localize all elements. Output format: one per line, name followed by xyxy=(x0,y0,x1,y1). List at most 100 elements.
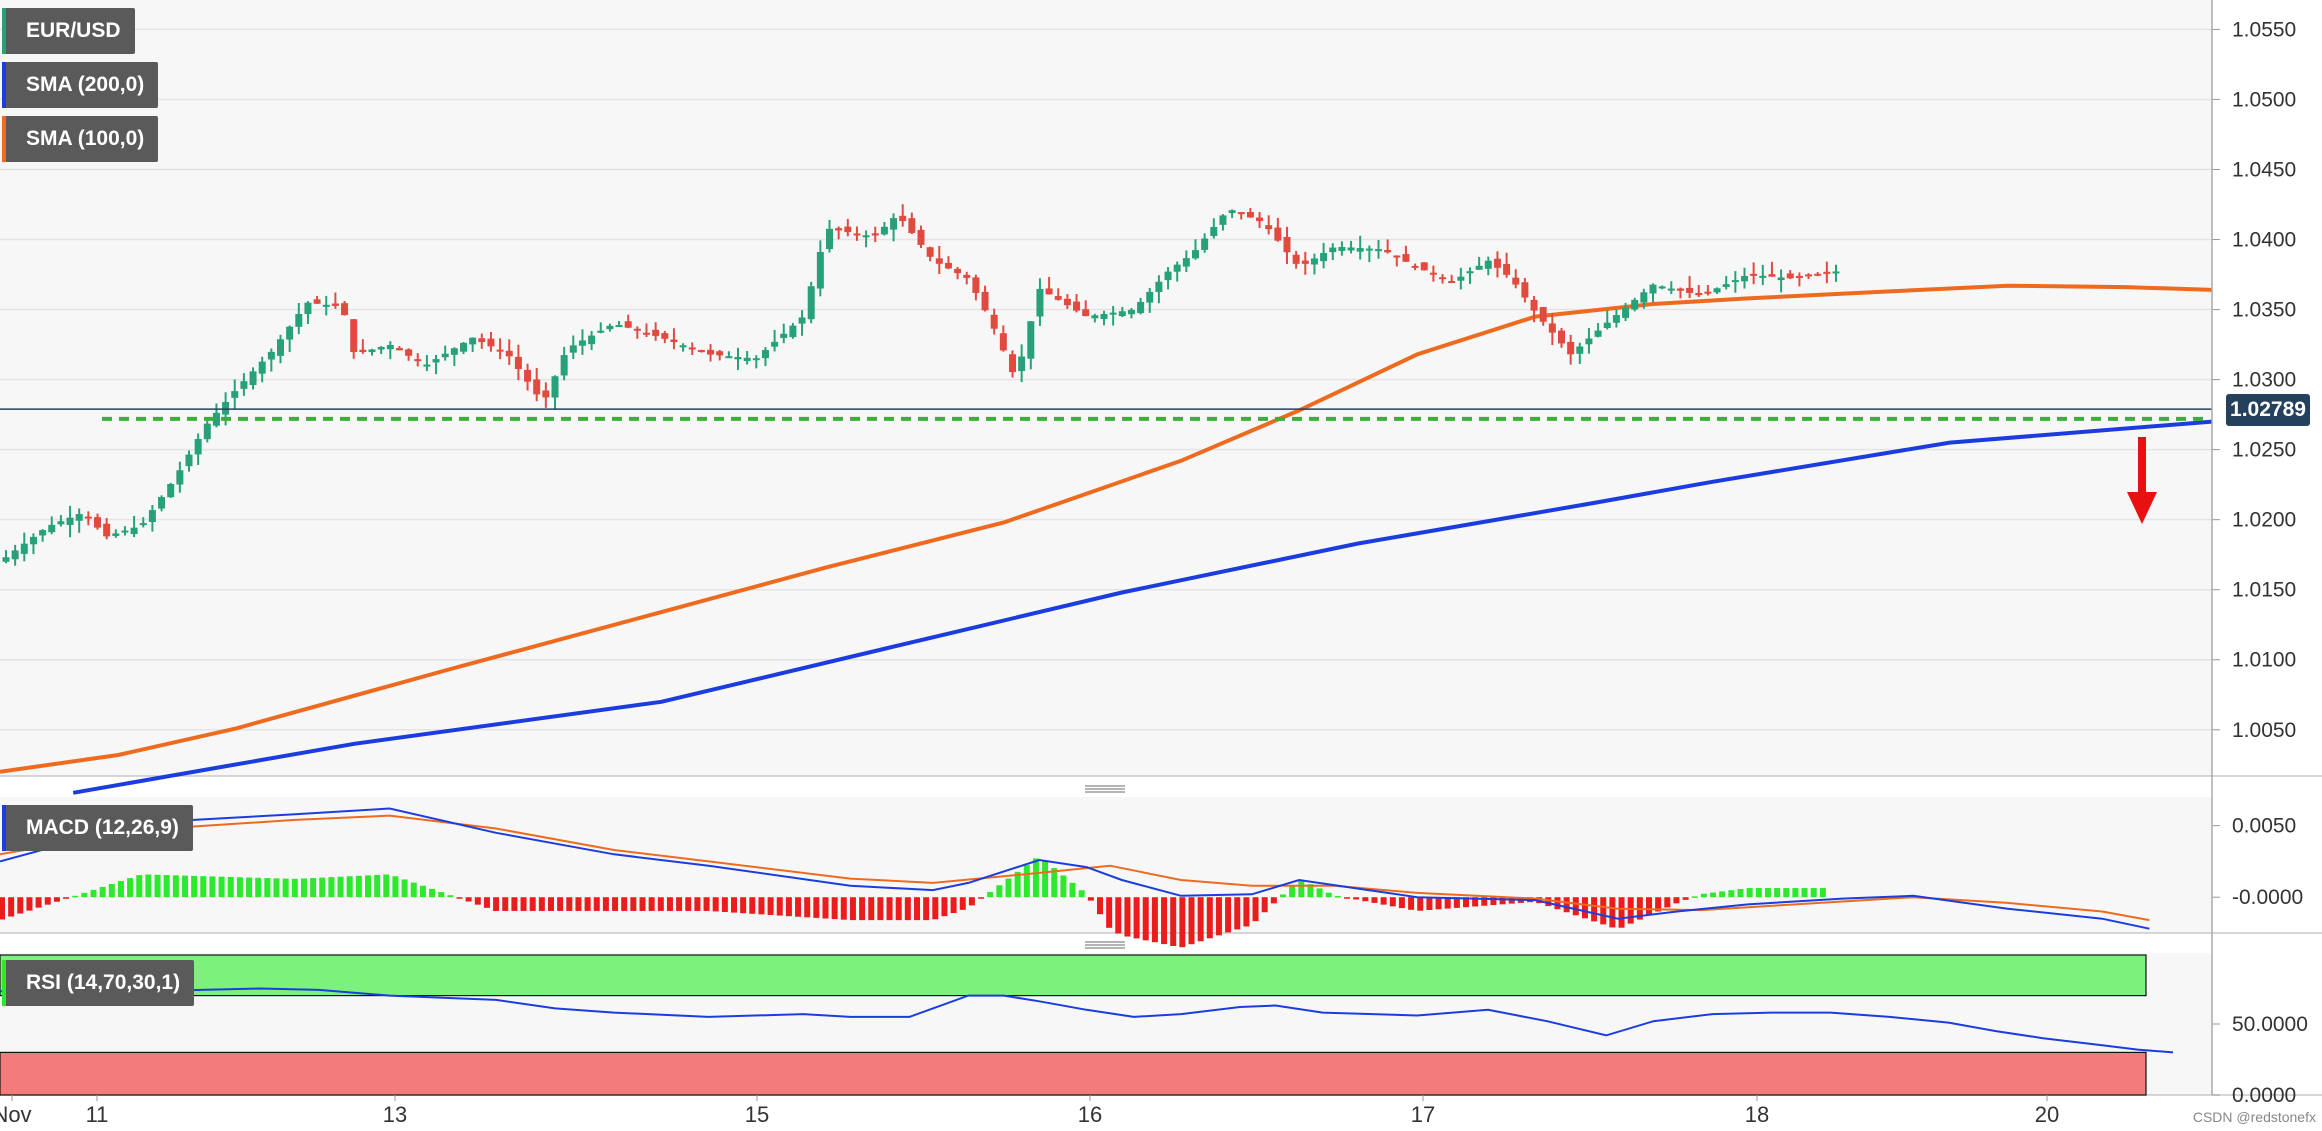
macd-bar-negative xyxy=(1106,897,1113,928)
candle-bear xyxy=(917,229,925,245)
macd-bar-positive xyxy=(1774,888,1781,898)
candle-bull xyxy=(1375,249,1382,252)
macd-histogram xyxy=(0,858,1826,948)
macd-bar-positive xyxy=(136,875,143,898)
macd-bar-negative xyxy=(456,897,463,899)
macd-bar-negative xyxy=(1188,897,1195,945)
candle-bull xyxy=(441,353,449,358)
candle-bear xyxy=(944,262,952,269)
candle-bear xyxy=(1082,309,1090,317)
candle-bull xyxy=(578,340,586,346)
sma200-badge[interactable]: SMA (200,0) xyxy=(2,62,159,108)
price-tick-label: 1.0250 xyxy=(2232,439,2296,462)
macd-bar-negative xyxy=(502,897,509,911)
candle-bull xyxy=(1100,313,1108,320)
macd-bar-positive xyxy=(1078,890,1085,898)
macd-bar-positive xyxy=(1325,892,1332,898)
rsi-badge[interactable]: RSI (14,70,30,1) xyxy=(2,960,195,1006)
macd-bar-positive xyxy=(383,874,390,898)
candle-bull xyxy=(615,325,623,328)
macd-bar-positive xyxy=(1307,884,1314,898)
candle-bull xyxy=(1640,292,1648,303)
candle-bull xyxy=(761,350,769,359)
candle-bear xyxy=(1558,330,1565,344)
rsi-line xyxy=(0,987,2174,1054)
macd-badge[interactable]: MACD (12,26,9) xyxy=(2,805,193,851)
candle-bull xyxy=(258,361,266,374)
candle-bear xyxy=(1439,277,1447,280)
sma-lines xyxy=(0,283,2213,795)
candle-bull xyxy=(148,510,156,523)
macd-bar-negative xyxy=(694,897,701,911)
macd-bar-positive xyxy=(1316,888,1323,898)
macd-bar-positive xyxy=(1042,860,1049,898)
macd-bar-negative xyxy=(1087,897,1094,901)
macd-bar-negative xyxy=(1463,897,1469,908)
candle-bull xyxy=(588,335,596,345)
rsi-stripe xyxy=(2,960,6,1006)
macd-bar-positive xyxy=(1792,888,1799,898)
candle-bull xyxy=(1713,288,1721,293)
macd-bar-negative xyxy=(895,897,902,921)
down-arrow-shaft xyxy=(2138,437,2146,495)
grid xyxy=(0,0,2322,1096)
candle-bull xyxy=(1173,264,1181,272)
macd-bar-negative xyxy=(1581,897,1588,919)
macd-bar-negative xyxy=(1270,897,1277,904)
candle-bull xyxy=(29,536,37,545)
macd-bar-negative xyxy=(904,897,911,921)
sma100-badge[interactable]: SMA (100,0) xyxy=(2,116,159,162)
macd-bar-negative xyxy=(740,897,747,914)
candle-bull xyxy=(194,438,202,455)
candle-bull xyxy=(862,235,870,238)
macd-bar-negative xyxy=(612,897,619,911)
macd-bar-positive xyxy=(429,888,436,898)
candle-bull xyxy=(752,358,760,361)
sma100-label: SMA (100,0) xyxy=(26,127,145,150)
candle-bear xyxy=(670,339,678,343)
candle-bull xyxy=(20,543,28,554)
sma200-stripe xyxy=(2,62,6,108)
macd-bar-positive xyxy=(117,881,124,898)
candle-bear xyxy=(935,258,943,264)
macd-bar-negative xyxy=(1197,897,1204,942)
macd-bar-negative xyxy=(1344,897,1351,899)
candle-bear xyxy=(1512,277,1520,285)
macd-bar-positive xyxy=(337,876,344,898)
candle-bull xyxy=(1155,281,1163,293)
macd-bar-positive xyxy=(154,874,161,898)
macd-bar-positive xyxy=(355,875,362,898)
macd-bar-negative xyxy=(1380,897,1387,905)
macd-bar-negative xyxy=(1417,897,1424,911)
candle-bear xyxy=(1283,236,1291,253)
macd-bar-negative xyxy=(1234,897,1241,930)
candle-bull xyxy=(1622,307,1630,318)
candle-bull xyxy=(1036,288,1044,317)
candle-bear xyxy=(963,274,971,278)
macd-bar-positive xyxy=(200,876,207,898)
macd-tick-label: -0.0000 xyxy=(2232,886,2303,909)
macd-bar-negative xyxy=(1371,897,1378,903)
macd-bar-negative xyxy=(914,897,920,921)
candle-bear xyxy=(487,338,495,347)
macd-bar-negative xyxy=(1179,897,1186,948)
macd-bar-negative xyxy=(1206,897,1213,939)
macd-bar-negative xyxy=(1124,897,1131,937)
date-tick-label: 18 xyxy=(1745,1102,1769,1127)
candle-bear xyxy=(331,303,339,306)
candle-bear xyxy=(999,333,1007,351)
candle-bull xyxy=(1182,258,1190,267)
candle-bull xyxy=(222,401,230,415)
macd-bar-positive xyxy=(447,895,454,898)
candle-bull xyxy=(1585,338,1593,345)
main-pane-bg xyxy=(0,0,2212,776)
candle-bull xyxy=(798,317,806,324)
macd-bar-negative xyxy=(776,897,783,916)
candle-bull xyxy=(304,302,312,315)
macd-bar-positive xyxy=(163,875,170,898)
symbol-badge[interactable]: EUR/USD xyxy=(2,8,135,54)
macd-bar-positive xyxy=(319,877,326,898)
candle-bear xyxy=(1045,288,1053,295)
price-tick-label: 1.0500 xyxy=(2232,88,2296,111)
candle-bull xyxy=(1612,315,1620,323)
